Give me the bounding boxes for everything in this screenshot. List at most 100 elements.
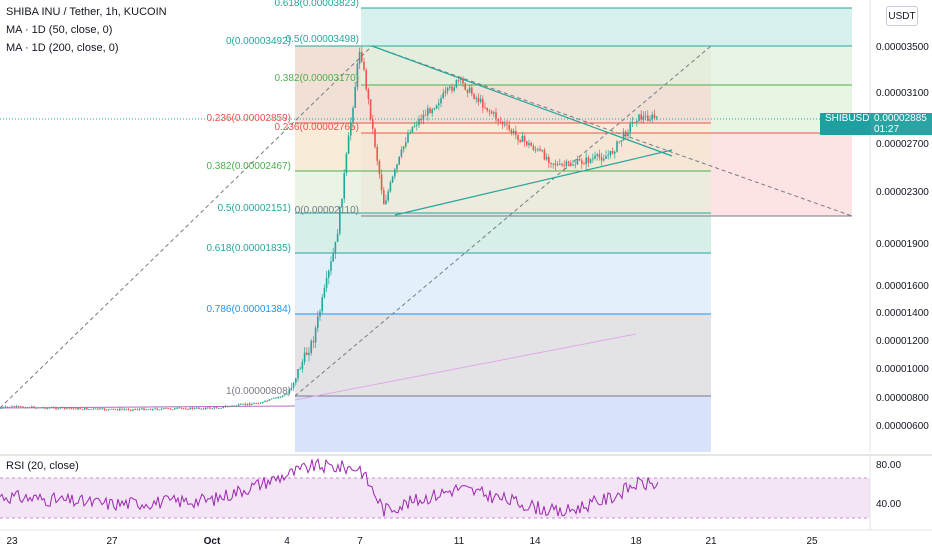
candle-body xyxy=(275,397,277,399)
fib-retracement-label: 0.5(0.00002151) xyxy=(218,203,291,214)
candle-body xyxy=(2,407,4,409)
candle-body xyxy=(438,103,440,106)
candle-body xyxy=(266,400,268,402)
candle-body xyxy=(301,362,304,369)
candle-body xyxy=(220,407,222,409)
candle-body xyxy=(462,78,464,84)
triangle-upper-line[interactable] xyxy=(371,45,673,157)
candle-body xyxy=(510,129,513,133)
candle-body xyxy=(169,408,172,410)
candle-body xyxy=(132,409,134,411)
candle-body xyxy=(592,158,594,160)
candle-body xyxy=(303,352,306,363)
candle-body xyxy=(182,408,185,410)
candle-body xyxy=(457,80,460,81)
fib-labels: 0(0.00003492) 0.236(0.00002859) 0.382(0.00… xyxy=(206,0,359,397)
candle-body xyxy=(537,148,539,150)
ma-200-legend[interactable]: MA · 1D (200, close, 0) xyxy=(6,42,119,54)
candle-body xyxy=(251,403,253,405)
candle-body xyxy=(605,156,607,159)
candle-body xyxy=(103,408,106,410)
candle-body xyxy=(248,403,251,405)
candle-body xyxy=(61,407,64,409)
candle-body xyxy=(464,83,466,90)
time-tick-label: 7 xyxy=(357,536,363,547)
time-tick-label: 27 xyxy=(106,536,118,547)
candle-body xyxy=(616,141,618,152)
rsi-band xyxy=(0,478,870,518)
candle-body xyxy=(400,149,403,157)
candle-body xyxy=(521,136,524,143)
candle-body xyxy=(92,408,95,410)
candlestick-series[interactable] xyxy=(0,46,658,412)
candle-body xyxy=(121,408,123,410)
price-tick-label: 0.00001400 xyxy=(876,308,929,319)
candle-body xyxy=(380,174,383,191)
candle-body xyxy=(317,316,319,329)
candle-body xyxy=(160,408,163,410)
candle-body xyxy=(530,142,532,147)
candle-body xyxy=(506,124,508,126)
ma-50-legend[interactable]: MA · 1D (50, close, 0) xyxy=(6,24,113,36)
price-tag-value-box: 0.00002885 01:27 xyxy=(870,113,932,135)
candle-body xyxy=(466,89,469,93)
candle-body xyxy=(105,409,108,411)
price-tick-label: 0.00000600 xyxy=(876,421,929,432)
candle-body xyxy=(499,121,502,122)
candle-body xyxy=(519,140,521,143)
candle-body xyxy=(284,394,286,396)
candle-body xyxy=(136,409,139,411)
candle-body xyxy=(4,406,7,408)
candle-body xyxy=(281,395,284,397)
fib-extension-label: 0.5(0.00003498) xyxy=(286,34,359,45)
fib-zone-below xyxy=(295,396,711,452)
fib-zone-5-618 xyxy=(295,213,711,253)
candle-body xyxy=(24,407,26,409)
triangle-lower-line[interactable] xyxy=(394,149,673,216)
rsi-line[interactable] xyxy=(0,458,659,517)
candle-body xyxy=(125,409,128,411)
candle-body xyxy=(257,403,260,405)
candle-body xyxy=(244,403,246,405)
price-axis[interactable]: 0.00003500 0.00003100 0.00002700 0.00002300… xyxy=(876,42,929,432)
trend-line-dashed-left[interactable] xyxy=(0,45,373,409)
fibext-zone-top xyxy=(361,8,852,46)
candle-body xyxy=(559,163,561,165)
candle-body xyxy=(200,408,202,410)
candle-body xyxy=(490,111,493,114)
candle-body xyxy=(312,341,315,343)
candle-body xyxy=(629,123,631,133)
candle-body xyxy=(88,408,90,410)
candle-body xyxy=(501,121,504,125)
currency-button[interactable]: USDT xyxy=(886,6,918,26)
candle-body xyxy=(607,155,609,157)
candle-body xyxy=(308,352,310,355)
candle-body xyxy=(44,407,46,409)
candle-body xyxy=(70,408,73,410)
candle-body xyxy=(636,120,638,123)
candle-body xyxy=(473,93,475,99)
candle-body xyxy=(202,408,205,410)
candle-body xyxy=(288,389,290,395)
candle-body xyxy=(11,406,13,408)
candle-body xyxy=(477,97,480,102)
candle-body xyxy=(545,157,548,160)
fib-retracement[interactable] xyxy=(295,46,711,452)
symbol-title[interactable]: SHIBA INU / Tether, 1h, KUCOIN xyxy=(6,6,167,18)
candle-body xyxy=(180,407,183,409)
rsi-legend[interactable]: RSI (20, close) xyxy=(6,460,79,472)
symbol-price-tag: SHIBUSDT xyxy=(820,113,876,135)
candle-body xyxy=(222,406,224,408)
candle-body xyxy=(363,61,365,70)
trend-line-dashed-right[interactable] xyxy=(371,45,853,217)
candle-body xyxy=(13,406,15,408)
candle-body xyxy=(572,165,574,166)
candle-body xyxy=(209,407,211,409)
fib-extension[interactable] xyxy=(361,8,852,216)
candle-body xyxy=(163,408,165,409)
time-axis[interactable]: 23 27 Oct 4 7 11 14 18 21 25 xyxy=(6,536,818,547)
fib-lines xyxy=(295,7,852,397)
candle-body xyxy=(633,122,636,123)
candle-body xyxy=(350,122,352,136)
